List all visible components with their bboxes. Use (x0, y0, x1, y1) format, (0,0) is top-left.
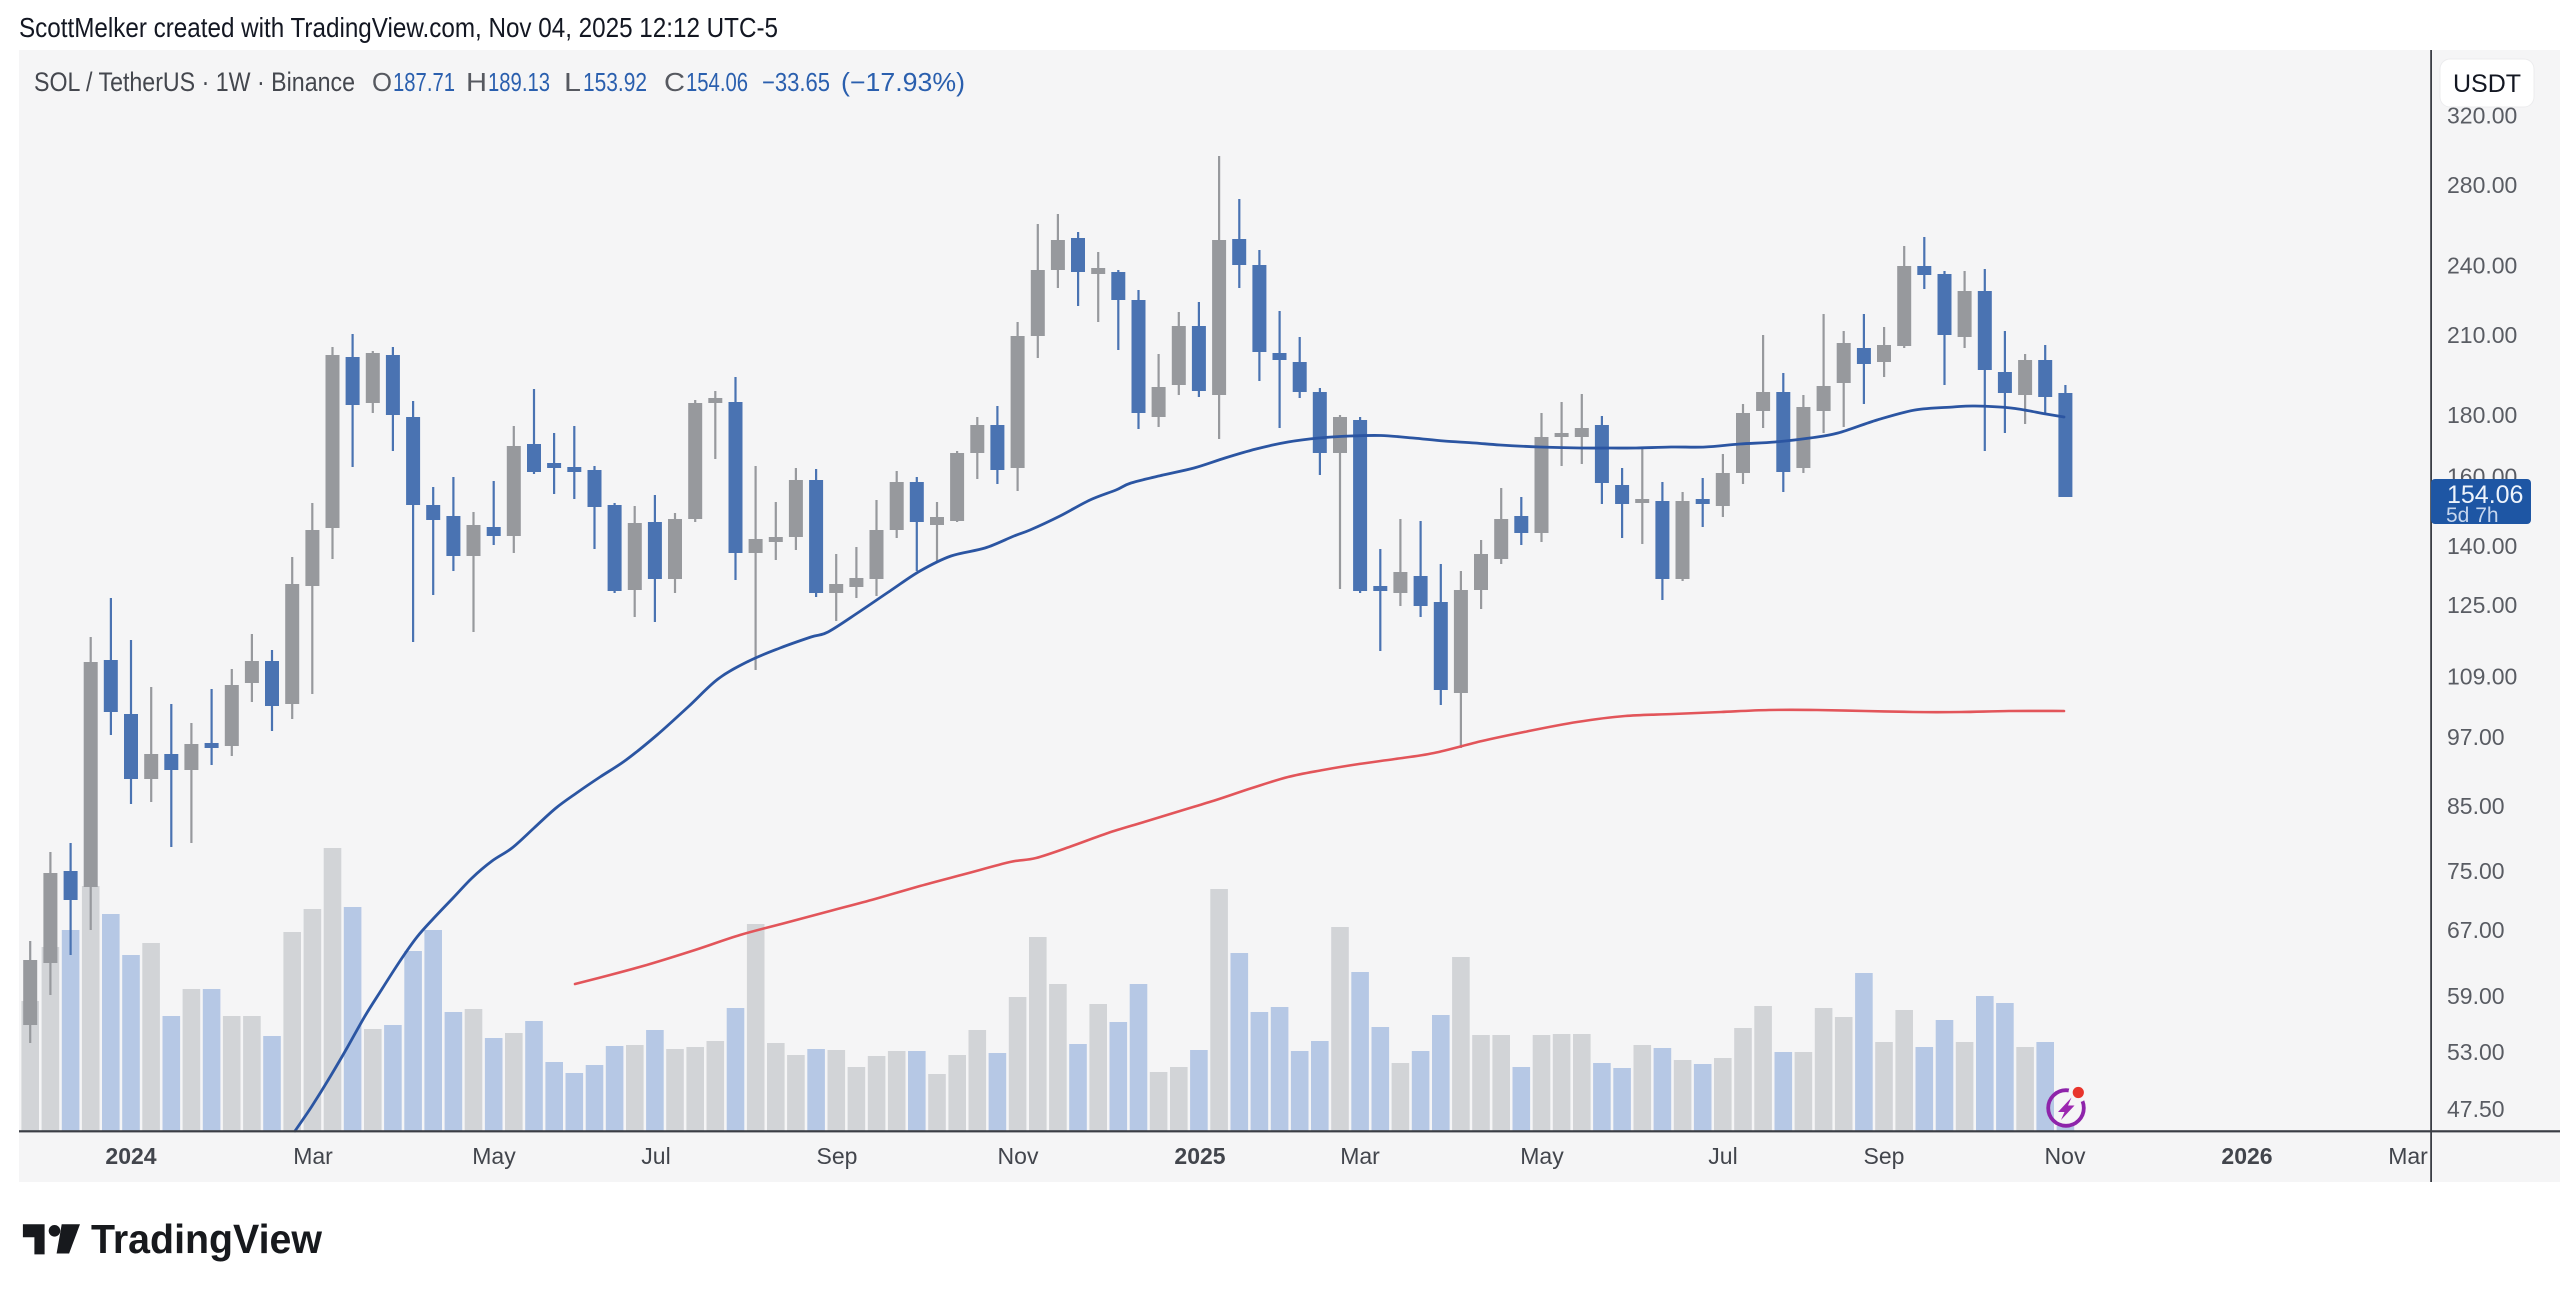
svg-text:C: C (664, 67, 685, 97)
svg-text:(−17.93%): (−17.93%) (841, 67, 965, 97)
svg-text:H: H (466, 67, 487, 97)
svg-text:Mar: Mar (1340, 1143, 1380, 1169)
svg-text:53.00: 53.00 (2447, 1039, 2505, 1065)
svg-text:2026: 2026 (2221, 1143, 2272, 1169)
svg-text:May: May (1520, 1143, 1564, 1169)
svg-text:Mar: Mar (293, 1143, 333, 1169)
svg-text:May: May (472, 1143, 516, 1169)
svg-text:189.13: 189.13 (488, 67, 550, 97)
svg-text:2024: 2024 (105, 1143, 156, 1169)
svg-text:154.06: 154.06 (2447, 481, 2523, 509)
svg-text:Sep: Sep (1864, 1143, 1905, 1169)
svg-text:280.00: 280.00 (2447, 172, 2517, 198)
svg-text:Nov: Nov (2045, 1143, 2086, 1169)
svg-text:Jul: Jul (641, 1143, 670, 1169)
svg-text:75.00: 75.00 (2447, 858, 2505, 884)
svg-text:SOL / TetherUS · 1W · Binance: SOL / TetherUS · 1W · Binance (34, 67, 355, 97)
svg-text:2025: 2025 (1174, 1143, 1225, 1169)
svg-text:187.71: 187.71 (393, 67, 455, 97)
svg-text:210.00: 210.00 (2447, 322, 2517, 348)
svg-text:Nov: Nov (998, 1143, 1039, 1169)
svg-text:TradingView: TradingView (91, 1216, 322, 1262)
svg-text:L: L (564, 67, 581, 97)
svg-text:47.50: 47.50 (2447, 1096, 2505, 1122)
svg-text:−33.65: −33.65 (762, 67, 830, 97)
svg-text:125.00: 125.00 (2447, 592, 2517, 618)
svg-text:154.06: 154.06 (686, 67, 748, 97)
svg-text:Mar: Mar (2388, 1143, 2428, 1169)
svg-text:Jul: Jul (1708, 1143, 1737, 1169)
svg-text:140.00: 140.00 (2447, 533, 2517, 559)
svg-text:O: O (372, 67, 392, 97)
svg-text:85.00: 85.00 (2447, 793, 2505, 819)
svg-text:5d 7h: 5d 7h (2446, 504, 2499, 527)
svg-text:109.00: 109.00 (2447, 663, 2517, 689)
svg-text:240.00: 240.00 (2447, 252, 2517, 278)
svg-text:ScottMelker created with Tradi: ScottMelker created with TradingView.com… (19, 12, 778, 43)
svg-text:180.00: 180.00 (2447, 402, 2517, 428)
svg-text:Sep: Sep (817, 1143, 858, 1169)
svg-text:97.00: 97.00 (2447, 724, 2505, 750)
svg-text:67.00: 67.00 (2447, 917, 2505, 943)
svg-text:153.92: 153.92 (583, 67, 647, 97)
svg-text:59.00: 59.00 (2447, 983, 2505, 1009)
svg-text:USDT: USDT (2453, 70, 2521, 98)
